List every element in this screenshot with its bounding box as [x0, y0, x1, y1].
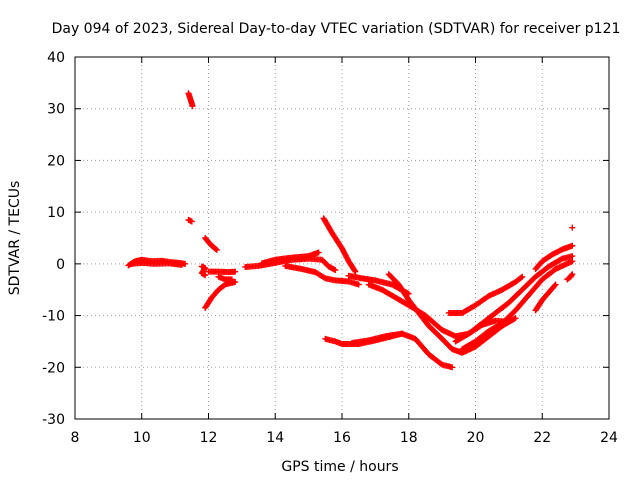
data-point-marker — [569, 271, 576, 278]
y-tick-label: -30 — [42, 412, 65, 428]
data-point-marker — [188, 218, 195, 225]
series-arc-x — [564, 271, 576, 283]
data-point-marker — [551, 282, 558, 289]
data-point-marker — [315, 249, 322, 256]
data-point-marker — [212, 246, 219, 253]
data-point-marker — [352, 268, 359, 275]
x-tick-label: 20 — [467, 430, 485, 446]
series-arc-l — [282, 262, 362, 288]
x-tick-label: 22 — [533, 430, 551, 446]
data-point-marker — [552, 281, 559, 288]
series-arc-m — [320, 215, 359, 275]
data-points — [125, 90, 576, 371]
series-arc-g — [202, 278, 239, 311]
x-axis-label: GPS time / hours — [281, 459, 398, 475]
data-point-marker — [511, 315, 518, 322]
y-tick-label: 10 — [47, 205, 65, 221]
series-arc-t — [452, 253, 576, 345]
data-point-marker — [569, 258, 576, 265]
chart-title: Day 094 of 2023, Sidereal Day-to-day VTE… — [52, 21, 621, 37]
series-arc-v — [532, 242, 576, 273]
data-point-marker — [182, 260, 189, 267]
x-tick-label: 16 — [333, 430, 351, 446]
data-point-marker — [518, 274, 525, 281]
y-tick-label: -20 — [42, 360, 65, 376]
x-tick-label: 14 — [266, 430, 284, 446]
data-point-marker — [512, 315, 519, 322]
data-point-marker — [202, 272, 209, 279]
series-arc-b — [128, 259, 185, 268]
data-point-marker — [213, 246, 220, 253]
x-tick-label: 10 — [133, 430, 151, 446]
series-arc-k — [258, 249, 322, 267]
data-point-marker — [232, 268, 239, 275]
data-point-marker — [569, 224, 576, 231]
series-arc-y — [569, 224, 576, 231]
series-arc-h — [205, 268, 239, 276]
data-point-marker — [332, 267, 339, 274]
data-point-marker — [569, 242, 576, 249]
y-tick-label: 0 — [56, 257, 65, 273]
series-arc-f — [198, 263, 209, 279]
data-point-marker — [178, 261, 185, 268]
data-point-marker — [355, 281, 362, 288]
data-point-marker — [232, 278, 239, 285]
data-point-marker — [351, 267, 358, 274]
y-tick-label: -10 — [42, 309, 65, 325]
x-tick-label: 8 — [71, 430, 80, 446]
x-tick-label: 18 — [400, 430, 418, 446]
series-arc-e — [202, 235, 220, 253]
axis-ticks: 8 10 12 14 16 18 20 22 24 -30 -20 -10 0 10 20 30 40 — [42, 50, 618, 446]
y-tick-label: 30 — [47, 102, 65, 118]
data-point-marker — [519, 273, 526, 280]
series-arc-u — [459, 258, 576, 353]
series-arc-i — [215, 273, 235, 283]
y-tick-label: 20 — [47, 153, 65, 169]
series-arc-s — [445, 273, 526, 316]
data-point-marker — [569, 253, 576, 260]
x-tick-label: 24 — [600, 430, 618, 446]
y-tick-label: 40 — [47, 50, 65, 66]
series-arc-n — [345, 272, 412, 297]
data-point-marker — [449, 364, 456, 371]
series-arc-w — [532, 281, 559, 314]
series-arc-d — [185, 216, 195, 225]
data-point-marker — [189, 103, 196, 110]
data-point-marker — [228, 276, 235, 283]
series-arc-p — [385, 271, 519, 356]
y-axis-label: SDTVAR / TECUs — [7, 181, 23, 296]
series-arc-c — [185, 90, 196, 110]
series-arc-r — [349, 330, 406, 346]
x-tick-label: 12 — [200, 430, 218, 446]
data-point-marker — [399, 330, 406, 337]
